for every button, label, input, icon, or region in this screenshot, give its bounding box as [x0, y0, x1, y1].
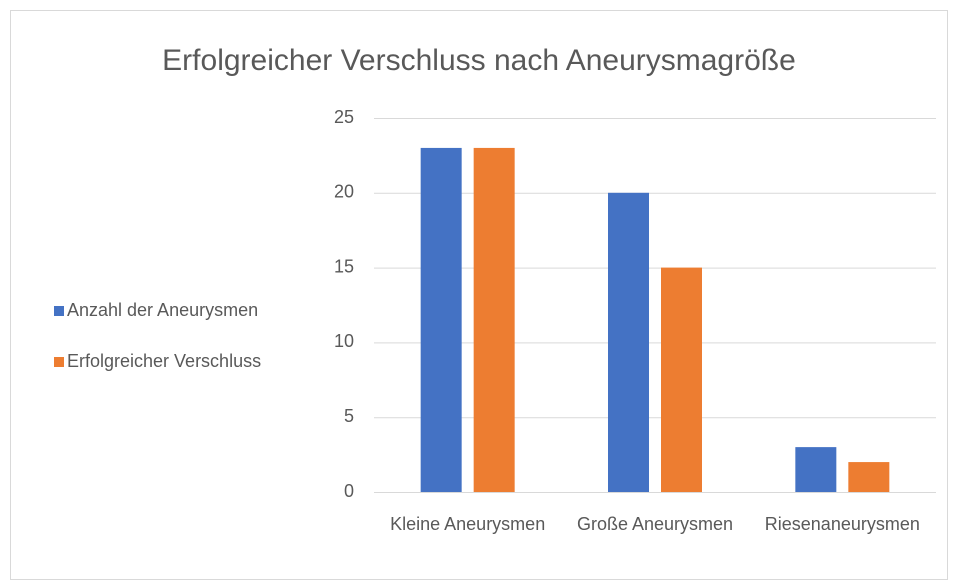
y-tick-label: 20 — [334, 182, 354, 202]
legend-swatch — [54, 306, 64, 316]
bar — [473, 147, 515, 493]
y-tick-label: 25 — [334, 107, 354, 127]
y-tick-label: 10 — [334, 331, 354, 351]
y-tick-label: 0 — [344, 481, 354, 501]
chart-title: Erfolgreicher Verschluss nach Aneurysmag… — [162, 44, 796, 77]
bar — [420, 147, 462, 493]
legend-swatch — [54, 357, 64, 367]
x-tick-label: Große Aneurysmen — [576, 514, 734, 534]
legend-label: Anzahl der Aneurysmen — [67, 300, 258, 320]
bar — [795, 447, 837, 492]
legend-label: Erfolgreicher Verschluss — [67, 351, 261, 371]
x-tick-label: Riesenaneurysmen — [764, 514, 920, 534]
y-tick-label: 15 — [334, 256, 354, 276]
bar — [608, 192, 649, 493]
y-tick-label: 5 — [344, 406, 354, 426]
bar — [661, 267, 702, 492]
bar — [848, 462, 890, 492]
x-tick-label: Kleine Aneurysmen — [390, 514, 546, 534]
